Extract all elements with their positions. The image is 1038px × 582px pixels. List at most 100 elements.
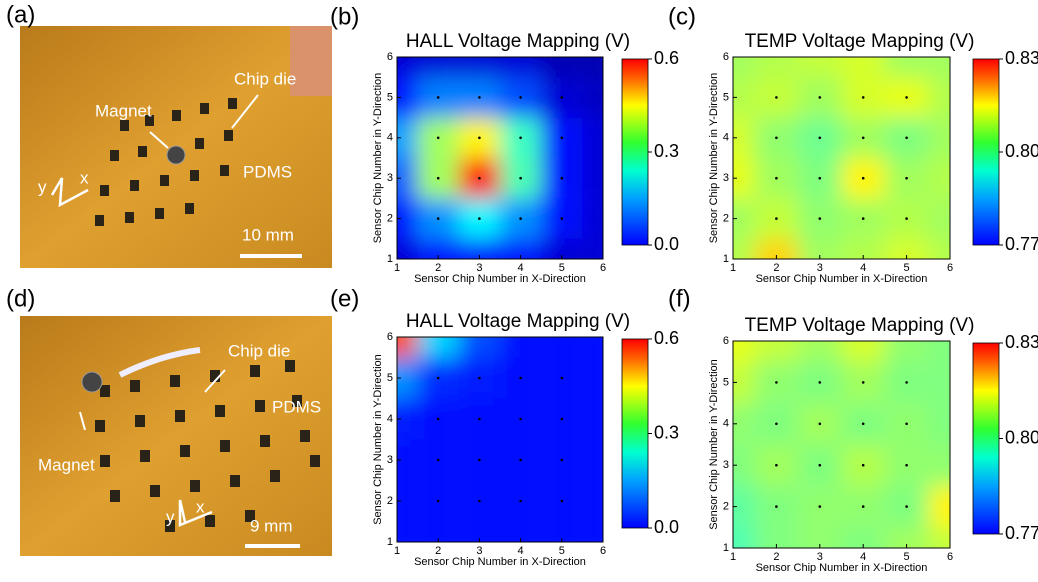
colorbar-tick-label: 0.83 (1005, 332, 1038, 352)
map-title: HALL Voltage Mapping (V) (406, 311, 630, 332)
colorbar-tick-label: 0.77 (1005, 234, 1038, 254)
sensor-dot (478, 500, 481, 503)
sensor-dot (862, 217, 865, 220)
panel-label: (c) (668, 3, 696, 30)
sensor-dot (819, 464, 822, 467)
annotation: Magnet (95, 101, 152, 120)
sensor-dot (819, 137, 822, 140)
sensor-dot (775, 96, 778, 99)
plot-area (711, 320, 971, 568)
colorbar-tick-label: 0.77 (1005, 523, 1038, 543)
sensor-dot (437, 137, 440, 140)
y-tick-label: 1 (723, 253, 729, 265)
sensor-dot (561, 418, 564, 421)
x-tick-label: 1 (394, 262, 400, 274)
sensor-dot (561, 96, 564, 99)
sensor-dot (561, 137, 564, 140)
y-tick-label: 4 (387, 413, 393, 425)
y-tick-label: 3 (723, 459, 729, 471)
x-tick-label: 1 (730, 262, 736, 274)
sensor-dot (862, 505, 865, 508)
x-axis-label: Sensor Chip Number in X-Direction (414, 273, 586, 285)
colorbar-tick-label: 0.0 (654, 517, 679, 537)
contour-map: 123456123456Sensor Chip Number in X-Dire… (330, 285, 679, 568)
y-tick-label: 1 (387, 536, 393, 548)
sensor-dot (478, 177, 481, 180)
x-tick-label: 1 (394, 545, 400, 557)
sensor-dot (437, 500, 440, 503)
map-title: TEMP Voltage Mapping (V) (745, 315, 975, 336)
sensor-dot (561, 217, 564, 220)
sensor-dot (519, 137, 522, 140)
colorbar-tick-label: 0.83 (1005, 48, 1038, 68)
y-tick-label: 6 (387, 331, 393, 343)
sensor-dot (561, 500, 564, 503)
sensor-dot (775, 217, 778, 220)
y-tick-label: 3 (723, 172, 729, 184)
sensor-dot (437, 418, 440, 421)
sensor-dot (519, 418, 522, 421)
y-tick-label: 4 (387, 132, 393, 144)
panel-label: (b) (330, 3, 359, 30)
annotation: x (196, 497, 205, 516)
sensor-dot (905, 217, 908, 220)
plot-area (711, 37, 971, 279)
colorbar-tick-label: 0.0 (654, 234, 679, 254)
sensor-dot (561, 459, 564, 462)
sensor-dot (519, 217, 522, 220)
colorbar-tick-label: 0.6 (654, 48, 679, 68)
annotation: Chip die (228, 341, 290, 360)
panel-label: (e) (330, 285, 359, 312)
x-tick-label: 6 (947, 262, 953, 274)
annotation: Chip die (234, 69, 296, 88)
map-title: TEMP Voltage Mapping (V) (745, 31, 975, 52)
sensor-dot (819, 505, 822, 508)
sensor-dot (437, 459, 440, 462)
sensor-dot (775, 177, 778, 180)
sensor-dot (862, 464, 865, 467)
sensor-dot (905, 423, 908, 426)
sensor-dot (437, 96, 440, 99)
y-tick-label: 3 (387, 454, 393, 466)
sensor-dot (905, 505, 908, 508)
y-tick-label: 5 (387, 372, 393, 384)
y-tick-label: 2 (723, 501, 729, 513)
x-tick-label: 6 (600, 262, 606, 274)
sensor-dot (862, 177, 865, 180)
panel-label: (a) (6, 1, 35, 28)
sensor-dot (819, 381, 822, 384)
contour-map: 123456123456Sensor Chip Number in X-Dire… (668, 285, 1038, 574)
y-tick-label: 4 (723, 418, 729, 430)
y-axis-label: Sensor Chip Number in Y-Direction (372, 73, 384, 244)
sensor-dot (437, 217, 440, 220)
sensor-dot (478, 459, 481, 462)
x-axis-label: Sensor Chip Number in X-Direction (756, 562, 928, 574)
sensor-dot (775, 464, 778, 467)
colorbar-tick-label: 0.6 (654, 328, 679, 348)
sensor-dot (905, 137, 908, 140)
sensor-dot (437, 377, 440, 380)
sensor-dot (819, 177, 822, 180)
sensor-dot (775, 381, 778, 384)
y-tick-label: 1 (387, 253, 393, 265)
y-tick-label: 6 (723, 51, 729, 63)
field (376, 317, 623, 563)
colorbar-tick-label: 0.3 (654, 141, 679, 161)
sensor-dot (561, 377, 564, 380)
figure: Magnet Chip die PDMS 10 mm x y (a) Magne… (0, 0, 1038, 577)
sensor-dot (862, 423, 865, 426)
sensor-dot (561, 177, 564, 180)
annotation: Magnet (38, 455, 95, 474)
sensor-dot (519, 177, 522, 180)
colorbar-tick-label: 0.80 (1005, 141, 1038, 161)
field (711, 320, 971, 568)
sensor-dot (519, 96, 522, 99)
colorbar-tick-label: 0.3 (654, 422, 679, 442)
annotation: y (38, 177, 47, 196)
magnet (82, 372, 102, 392)
map-title: HALL Voltage Mapping (V) (406, 31, 630, 52)
sensor-dot (775, 137, 778, 140)
y-tick-label: 1 (723, 542, 729, 554)
panel-label: (d) (6, 285, 35, 312)
